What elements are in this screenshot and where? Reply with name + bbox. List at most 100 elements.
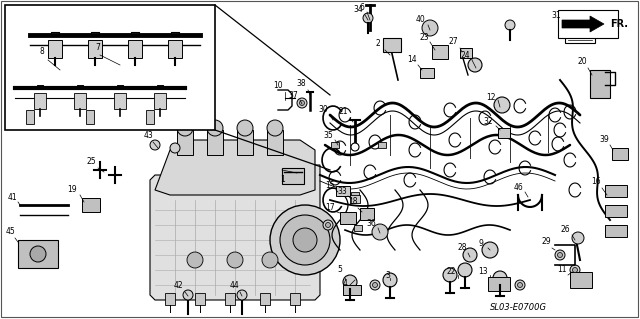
Circle shape	[237, 290, 247, 300]
Bar	[146, 110, 154, 124]
Text: 30: 30	[318, 106, 328, 115]
Text: FR.: FR.	[610, 19, 628, 29]
Text: 9: 9	[479, 239, 483, 248]
Text: 29: 29	[541, 238, 551, 247]
Circle shape	[297, 98, 307, 108]
Circle shape	[494, 97, 510, 113]
Polygon shape	[237, 130, 253, 155]
Bar	[360, 208, 374, 220]
Text: 35: 35	[323, 131, 333, 140]
Circle shape	[351, 143, 359, 151]
Circle shape	[493, 271, 507, 285]
Text: 19: 19	[67, 186, 77, 195]
Bar	[82, 198, 100, 212]
Bar	[18, 240, 58, 268]
Text: 28: 28	[457, 243, 467, 253]
Bar	[225, 293, 235, 305]
Text: 11: 11	[557, 265, 567, 275]
Bar	[282, 168, 304, 184]
Bar	[378, 142, 386, 148]
Circle shape	[482, 242, 498, 258]
Bar	[340, 212, 356, 224]
Text: 18: 18	[348, 197, 358, 206]
Bar	[498, 128, 510, 138]
Bar	[460, 48, 472, 58]
Text: 8: 8	[40, 48, 44, 56]
Bar	[351, 192, 359, 198]
Text: 16: 16	[591, 177, 601, 187]
Polygon shape	[155, 140, 315, 195]
Circle shape	[518, 283, 522, 287]
Circle shape	[370, 280, 380, 290]
Text: 4: 4	[342, 278, 348, 287]
Text: 21: 21	[339, 108, 348, 116]
Bar	[488, 277, 510, 291]
Bar	[331, 142, 339, 148]
Text: 39: 39	[599, 136, 609, 145]
Bar	[48, 40, 62, 58]
Bar	[290, 293, 300, 305]
Circle shape	[280, 215, 330, 265]
Circle shape	[555, 250, 565, 260]
Text: 46: 46	[513, 183, 523, 192]
Text: 38: 38	[296, 79, 306, 88]
Text: 2: 2	[376, 39, 380, 48]
Text: 17: 17	[325, 204, 335, 212]
Circle shape	[458, 263, 472, 277]
Circle shape	[270, 205, 340, 275]
Circle shape	[573, 268, 577, 272]
Bar	[154, 93, 166, 109]
Text: 14: 14	[407, 56, 417, 64]
Text: 1: 1	[280, 175, 285, 184]
Bar	[343, 285, 361, 295]
Circle shape	[183, 290, 193, 300]
Text: 36: 36	[366, 219, 376, 228]
Text: 13: 13	[478, 268, 488, 277]
Polygon shape	[207, 130, 223, 155]
Text: 44: 44	[229, 281, 239, 291]
Circle shape	[570, 265, 580, 275]
Polygon shape	[562, 16, 604, 32]
Bar	[34, 93, 46, 109]
Circle shape	[572, 232, 584, 244]
Circle shape	[372, 224, 388, 240]
Circle shape	[300, 100, 305, 106]
Bar	[605, 225, 627, 237]
Bar	[354, 225, 362, 231]
Circle shape	[505, 20, 515, 30]
Polygon shape	[177, 130, 193, 155]
Text: 42: 42	[173, 281, 183, 291]
Circle shape	[515, 280, 525, 290]
Circle shape	[326, 222, 330, 227]
Text: 10: 10	[273, 80, 283, 90]
Circle shape	[150, 140, 160, 150]
Text: 3: 3	[385, 271, 390, 279]
Circle shape	[383, 273, 397, 287]
Circle shape	[363, 13, 373, 23]
Text: 7: 7	[95, 43, 100, 53]
Bar	[195, 293, 205, 305]
Bar	[605, 185, 627, 197]
Bar	[350, 195, 360, 203]
Text: 20: 20	[577, 57, 587, 66]
Bar	[165, 293, 175, 305]
Bar	[383, 38, 401, 52]
Circle shape	[422, 20, 438, 36]
Text: 5: 5	[337, 265, 342, 275]
Bar	[432, 45, 448, 59]
Circle shape	[170, 143, 180, 153]
Bar	[590, 70, 610, 98]
Bar	[605, 205, 627, 217]
Circle shape	[323, 220, 333, 230]
Circle shape	[177, 120, 193, 136]
Bar	[128, 40, 142, 58]
Text: 31: 31	[551, 11, 561, 20]
Circle shape	[267, 120, 283, 136]
Bar	[336, 186, 350, 196]
Text: 41: 41	[7, 194, 17, 203]
Bar	[558, 10, 618, 38]
Circle shape	[443, 268, 457, 282]
Text: 27: 27	[448, 38, 458, 47]
Text: 43: 43	[143, 131, 153, 140]
Bar	[260, 293, 270, 305]
